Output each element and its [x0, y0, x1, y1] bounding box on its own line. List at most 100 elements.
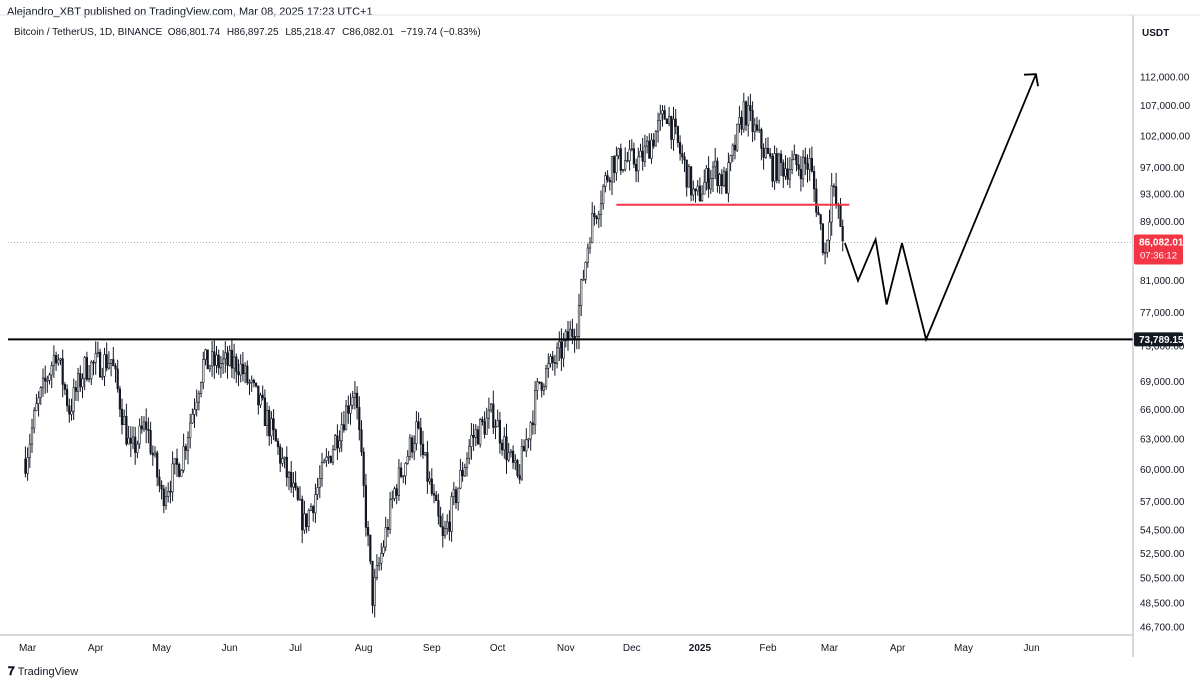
y-tick-label: 102,000.00	[1140, 131, 1190, 142]
candle-body	[171, 463, 174, 493]
candle-body	[37, 397, 40, 404]
candle-body	[705, 168, 708, 183]
candle-body	[450, 496, 453, 532]
candle-body	[386, 527, 390, 530]
candle-body	[595, 216, 598, 219]
candle-body	[175, 458, 179, 465]
candle-body	[202, 359, 205, 383]
projection-arrowhead-icon	[1023, 73, 1039, 87]
candle-body	[586, 247, 589, 263]
candle-body	[628, 149, 631, 161]
candle-body	[224, 352, 227, 360]
candle-body	[709, 178, 712, 190]
low-value: L85,218.47	[285, 27, 336, 38]
candle-body	[650, 139, 653, 159]
candle-body	[118, 388, 121, 410]
candle-body	[314, 494, 317, 514]
candle-body	[507, 452, 510, 461]
candle-body	[274, 429, 277, 442]
candle-body	[66, 389, 69, 407]
x-tick-label: Mar	[821, 643, 839, 654]
candle-body	[226, 352, 229, 366]
candle-body	[169, 490, 172, 493]
candle-body	[338, 440, 341, 449]
candle-body	[733, 144, 737, 151]
candle-body	[252, 379, 256, 384]
candle-body	[410, 437, 414, 453]
footer-brand: 𝟕 TradingView	[8, 664, 78, 679]
candle-body	[173, 458, 176, 465]
candle-body	[758, 129, 761, 131]
candle-body	[33, 410, 36, 429]
y-tick-label: 54,500.00	[1140, 525, 1185, 536]
candle-body	[241, 363, 245, 375]
candle-body	[94, 353, 97, 363]
candle-body	[208, 365, 212, 370]
candle-body	[259, 394, 262, 406]
candle-body	[632, 148, 635, 165]
candle-body	[624, 160, 627, 170]
candle-body	[263, 397, 267, 427]
candle-body	[529, 422, 532, 440]
candle-body	[773, 153, 776, 182]
symbol-label: Bitcoin / TetherUS, 1D, BINANCE	[14, 27, 163, 38]
currency-label: USDT	[1142, 28, 1170, 39]
candle-body	[584, 262, 587, 280]
candle-body	[424, 452, 427, 456]
candle-body	[426, 452, 429, 482]
candle-body	[747, 105, 750, 126]
candle-body	[531, 422, 534, 426]
candle-body	[377, 562, 381, 566]
candle-body	[771, 156, 774, 182]
high-value: H86,897.25	[226, 27, 279, 38]
candle-body	[461, 470, 464, 477]
candle-body	[749, 105, 752, 111]
candle-body	[834, 186, 838, 206]
candle-body	[81, 378, 84, 388]
candle-body	[193, 409, 196, 415]
candle-body	[812, 171, 816, 190]
candle-body	[819, 214, 822, 225]
candle-body	[722, 171, 726, 186]
candle-body	[439, 515, 442, 527]
candle-body	[325, 456, 328, 462]
candle-body	[189, 422, 192, 439]
candle-body	[417, 421, 420, 429]
candle-body	[72, 387, 75, 412]
candle-body	[672, 118, 675, 140]
candle-body	[540, 382, 543, 391]
candle-body	[167, 490, 170, 497]
candle-body	[415, 421, 418, 444]
candle-body	[549, 356, 552, 364]
x-tick-label: Sep	[423, 643, 441, 654]
level-label-bg	[1134, 332, 1183, 347]
candle-body	[50, 365, 53, 376]
candle-body	[804, 156, 807, 164]
x-tick-label: Feb	[759, 643, 777, 654]
candle-body	[492, 403, 495, 428]
candle-body	[250, 379, 253, 383]
y-tick-label: 112,000.00	[1140, 73, 1190, 84]
candle-body	[309, 506, 313, 511]
candle-body	[729, 155, 732, 164]
candle-body	[711, 166, 715, 179]
candle-body	[558, 341, 561, 349]
candle-body	[320, 462, 324, 479]
candle-body	[349, 404, 352, 414]
candle-body	[305, 513, 308, 527]
candle-body	[676, 126, 679, 143]
candle-body	[634, 163, 638, 172]
candle-body	[219, 363, 223, 369]
y-tick-label: 89,000.00	[1140, 217, 1185, 228]
candle-body	[637, 156, 640, 172]
candle-body	[276, 440, 280, 448]
candle-body	[116, 368, 119, 390]
candle-body	[588, 242, 592, 249]
candle-body	[700, 193, 704, 202]
candle-body	[775, 153, 778, 181]
price-chart[interactable]: 112,000.00 107,000.00 102,000.00 97,000.00 9…	[0, 0, 1200, 660]
candle-body	[459, 470, 462, 489]
x-tick-label: Mar	[19, 643, 37, 654]
candle-body	[538, 381, 541, 384]
open-value: O86,801.74	[167, 27, 221, 38]
